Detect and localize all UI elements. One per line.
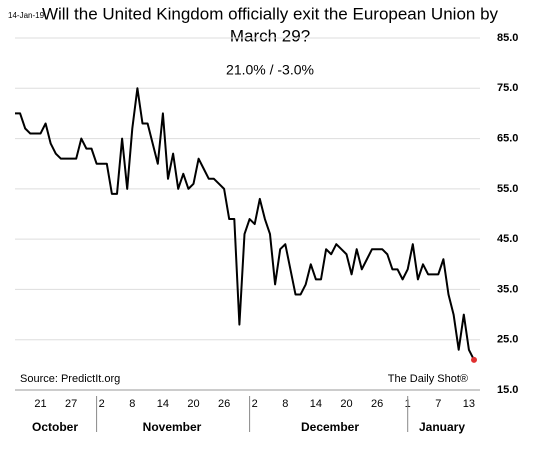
x-tick-label: 14 (157, 398, 169, 410)
source: Source: PredictIt.org (20, 373, 120, 385)
line-series (15, 87, 475, 361)
x-tick-label: 26 (371, 398, 383, 410)
x-tick-label: 13 (463, 398, 475, 410)
y-tick-label: 85.0 (497, 32, 518, 44)
y-tick-label: 35.0 (497, 283, 518, 295)
x-tick-label: 14 (310, 398, 322, 410)
month-label: January (419, 420, 465, 434)
x-tick-label: 7 (435, 398, 441, 410)
y-tick-label: 15.0 (497, 384, 518, 396)
x-tick-label: 8 (129, 398, 135, 410)
x-tick-label: 27 (65, 398, 77, 410)
x-tick-label: 2 (99, 398, 105, 410)
y-tick-label: 25.0 (497, 334, 518, 346)
x-tick-label: 21 (34, 398, 46, 410)
x-tick-label: 20 (340, 398, 352, 410)
end-dot (471, 356, 477, 363)
x-tick-label: 26 (218, 398, 230, 410)
y-tick-label: 65.0 (497, 132, 518, 144)
x-tick-label: 2 (252, 398, 258, 410)
month-label: December (301, 420, 359, 434)
y-tick-label: 45.0 (497, 233, 518, 245)
credit: The Daily Shot® (388, 373, 468, 385)
chart-title: March 29? (230, 26, 310, 45)
x-tick-label: 20 (187, 398, 199, 410)
month-label: October (32, 420, 78, 434)
y-tick-label: 75.0 (497, 82, 518, 94)
subtitle: 21.0% / -3.0% (226, 62, 314, 78)
x-tick-label: 8 (282, 398, 288, 410)
chart-title: Will the United Kingdom officially exit … (42, 4, 499, 23)
date-stamp: 14-Jan-19 (8, 11, 45, 20)
y-tick-label: 55.0 (497, 183, 518, 195)
month-label: November (143, 420, 202, 434)
